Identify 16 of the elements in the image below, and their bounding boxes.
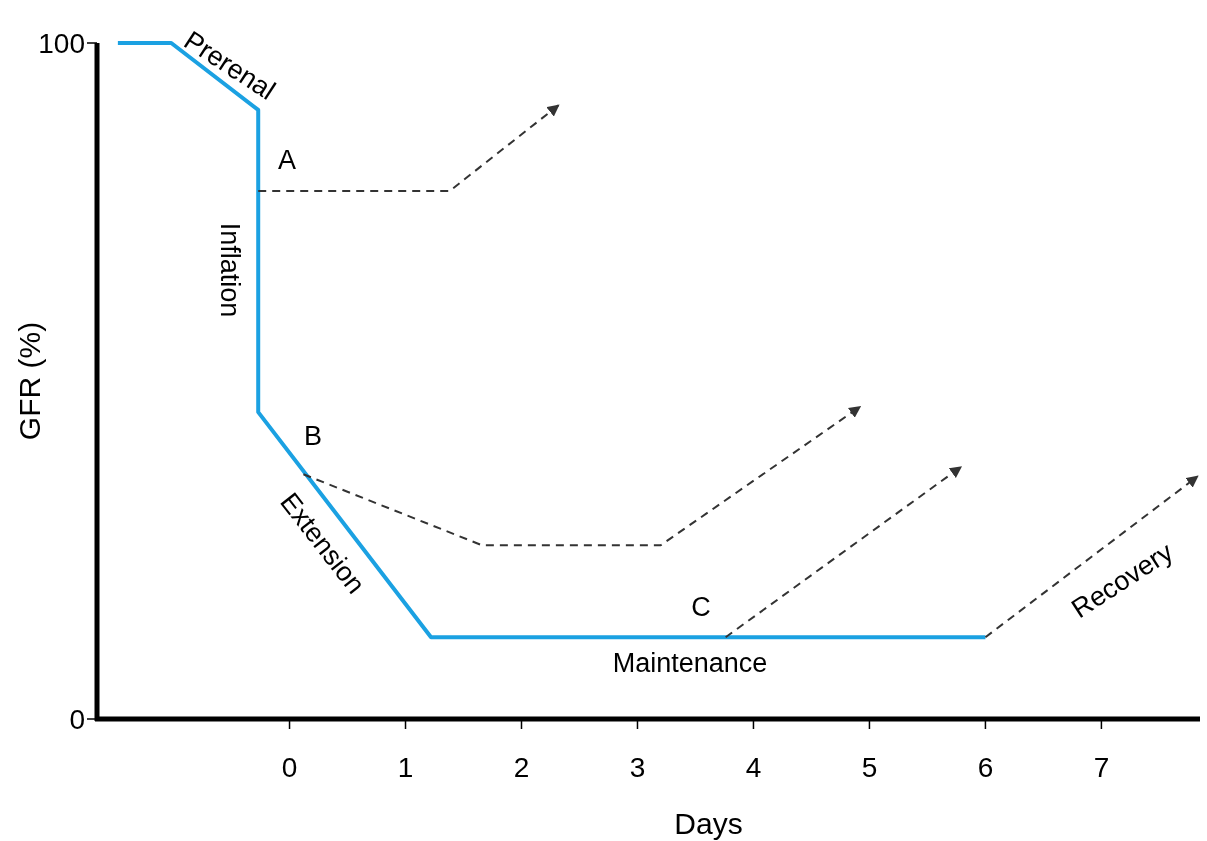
annotation: B: [303, 421, 323, 452]
annotation: A: [277, 145, 297, 176]
annotation: Inflation: [214, 222, 245, 318]
x-axis-title: Days: [674, 807, 743, 840]
x-tick-label: 2: [513, 752, 530, 783]
x-tick-label: 5: [861, 752, 878, 783]
x-tick-label: 4: [745, 752, 762, 783]
x-tick-label: 7: [1093, 752, 1110, 783]
x-tick-label: 6: [977, 752, 994, 783]
x-tick-label: 3: [629, 752, 646, 783]
y-axis-title: GFR (%): [13, 321, 46, 441]
annotation: Maintenance: [612, 648, 768, 679]
y-tick-label: 100: [38, 27, 85, 59]
x-tick-label: 1: [397, 752, 414, 783]
annotation: C: [691, 592, 711, 623]
x-tick-label: 0: [281, 752, 298, 783]
